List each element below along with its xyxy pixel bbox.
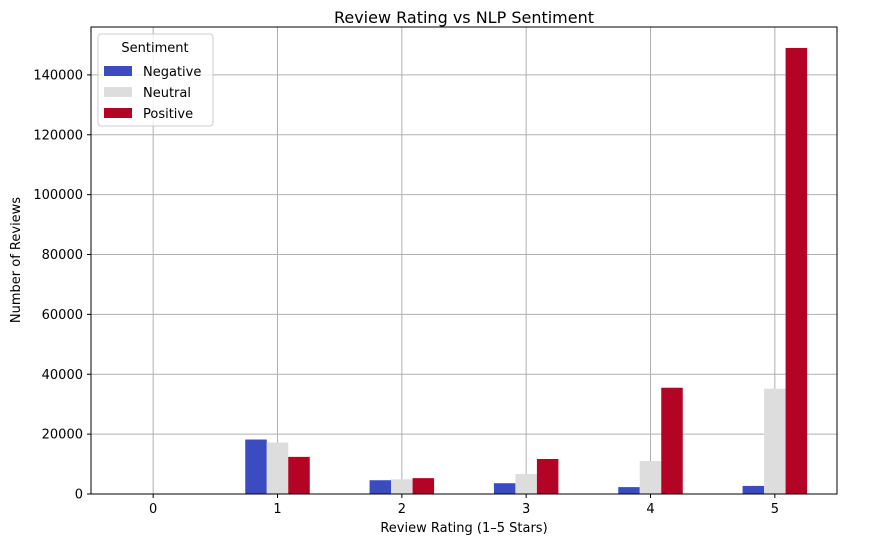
x-tick-label: 4 (646, 502, 654, 517)
x-tick-label: 2 (398, 502, 406, 517)
legend-label-neutral: Neutral (143, 86, 191, 101)
y-axis-label: Number of Reviews (9, 197, 24, 323)
bar-negative (618, 487, 640, 494)
x-tick-label: 0 (149, 502, 157, 517)
y-tick-label: 120000 (33, 128, 83, 143)
y-tick-label: 40000 (42, 368, 83, 383)
chart-title: Review Rating vs NLP Sentiment (334, 8, 594, 27)
bar-negative (742, 485, 765, 494)
legend-swatch-neutral (104, 87, 132, 97)
legend: Sentiment Negative Neutral Positive (97, 33, 214, 127)
bar-neutral (764, 388, 786, 494)
bar-neutral (391, 479, 413, 494)
bar-neutral (266, 442, 289, 494)
bar-negative (493, 483, 516, 494)
x-tick-label: 5 (771, 502, 779, 517)
bar-positive (661, 387, 683, 494)
legend-frame (97, 33, 214, 127)
x-tick-label: 3 (522, 502, 530, 517)
bar-neutral (639, 461, 662, 494)
legend-entries: Negative Neutral Positive (104, 65, 201, 122)
legend-swatch-positive (104, 108, 132, 118)
bars (245, 47, 808, 494)
y-tick-label: 80000 (42, 248, 83, 263)
y-tick-label: 140000 (33, 68, 83, 83)
bar-positive (412, 478, 435, 494)
legend-label-negative: Negative (143, 65, 201, 80)
y-tick-label: 0 (75, 488, 83, 503)
bar-negative (369, 480, 392, 494)
bar-neutral (515, 473, 537, 494)
plot-frame (90, 26, 838, 495)
x-tick-label: 1 (273, 502, 281, 517)
x-axis-ticks: 0 1 2 3 4 5 (149, 494, 779, 517)
bar-negative (245, 439, 267, 494)
bar-positive (536, 458, 559, 494)
bar-positive (288, 456, 310, 494)
y-tick-label: 60000 (42, 308, 83, 323)
y-axis-ticks: 0 20000 40000 60000 80000 100000 120000 140000 (33, 68, 91, 503)
y-tick-label: 100000 (33, 188, 83, 203)
legend-title: Sentiment (121, 41, 188, 56)
x-axis-label: Review Rating (1–5 Stars) (380, 521, 547, 536)
bar-positive (785, 47, 808, 494)
legend-label-positive: Positive (143, 107, 193, 122)
legend-swatch-negative (104, 66, 132, 76)
y-tick-label: 20000 (42, 428, 83, 443)
